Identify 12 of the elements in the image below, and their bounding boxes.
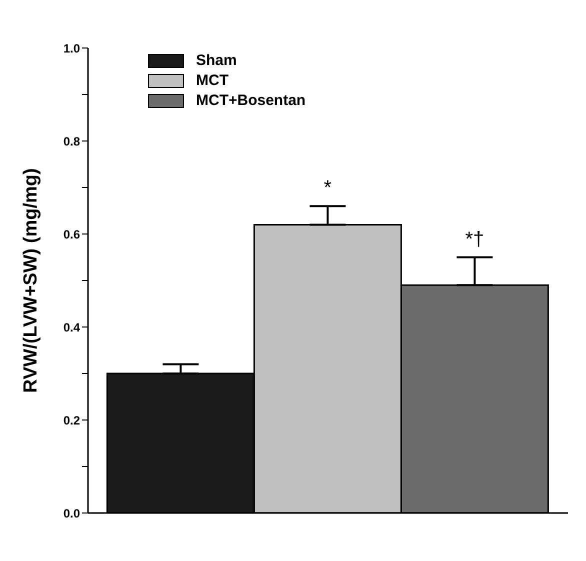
y-tick-label: 1.0 xyxy=(63,41,80,56)
y-tick-label: 0.6 xyxy=(63,227,80,242)
legend-label: MCT xyxy=(196,72,228,89)
y-tick-label: 0.4 xyxy=(63,320,80,334)
annotation: *† xyxy=(465,228,484,250)
y-tick-label: 0.2 xyxy=(63,413,80,428)
y-axis-title: RVW/(LVW+SW) (mg/mg) xyxy=(20,168,42,393)
legend-label: Sham xyxy=(196,52,237,69)
legend-label: MCT+Bosentan xyxy=(196,92,306,109)
annotation: * xyxy=(324,177,332,200)
y-tick-label: 0.8 xyxy=(63,134,80,148)
y-tick-label: 0.0 xyxy=(63,506,80,520)
